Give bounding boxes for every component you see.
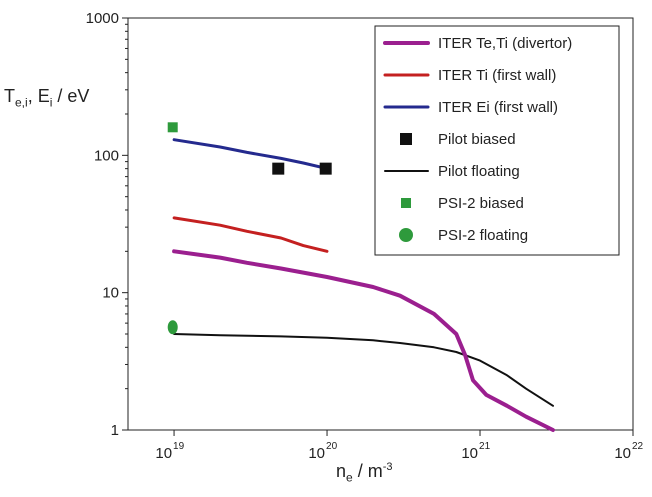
x-tick-exponent: 21 — [479, 441, 491, 452]
marker-pilot-biased — [319, 162, 332, 175]
x-tick-exponent: 20 — [326, 441, 338, 452]
legend-box — [374, 25, 620, 256]
legend-label: Pilot biased — [438, 131, 516, 148]
x-tick-label: 10 — [308, 445, 325, 462]
legend-swatch-circle — [399, 228, 413, 242]
marker-pilot-biased — [272, 162, 285, 175]
legend-label: ITER Te,Ti (divertor) — [438, 35, 572, 52]
marker-psi-2-floating — [167, 320, 178, 335]
y-axis-label: Te,i, Ei / eV — [4, 86, 90, 110]
marker-psi-2-biased — [167, 122, 178, 133]
x-tick-label: 10 — [155, 445, 172, 462]
legend-label: PSI-2 floating — [438, 227, 528, 244]
plot-series — [167, 122, 555, 432]
y-tick-label: 1 — [111, 422, 119, 439]
x-tick-label: 10 — [614, 445, 631, 462]
legend-label: ITER Ei (first wall) — [438, 99, 558, 116]
x-axis-label: ne / m-3 — [336, 461, 393, 485]
series-line-iter-te-ti-divertor — [172, 249, 555, 432]
series-line-pilot-floating — [173, 333, 554, 407]
y-tick-label: 1000 — [86, 10, 119, 27]
legend-swatch-square — [401, 198, 411, 208]
x-tick-exponent: 22 — [632, 441, 644, 452]
series-line-iter-ei-first-wall — [172, 138, 329, 171]
y-tick-label: 10 — [102, 285, 119, 302]
plot-frame — [127, 17, 634, 431]
x-tick-exponent: 19 — [173, 441, 185, 452]
legend: ITER Te,Ti (divertor) ITER Ti (first wall… — [374, 25, 620, 256]
legend-swatch-square — [400, 133, 412, 145]
legend-label: Pilot floating — [438, 163, 520, 180]
legend-label: PSI-2 biased — [438, 195, 524, 212]
x-tick-label: 10 — [461, 445, 478, 462]
legend-label: ITER Ti (first wall) — [438, 67, 556, 84]
series-line-iter-ti-first-wall — [172, 216, 329, 253]
y-tick-label: 100 — [94, 147, 119, 164]
